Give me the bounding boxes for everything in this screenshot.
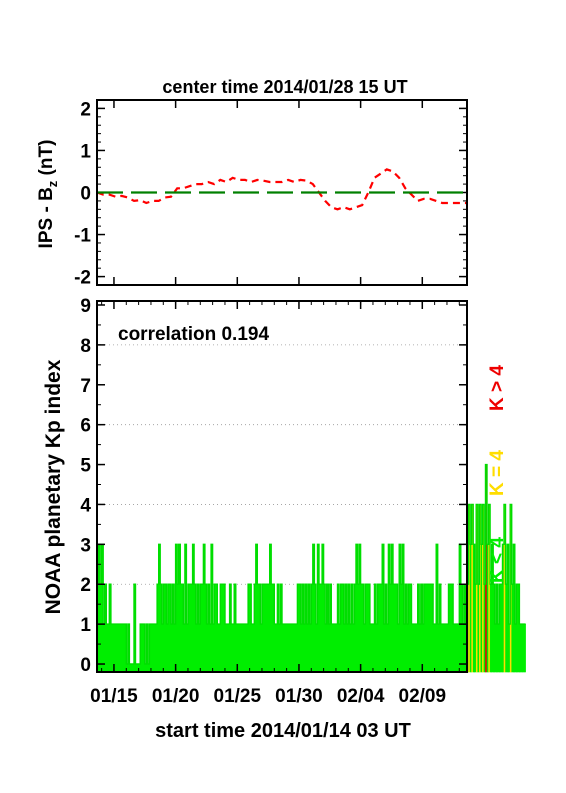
top-y-tick-label: -2 <box>74 268 91 289</box>
kp-y-tick-label: 8 <box>80 336 91 357</box>
ips-bz-series-line <box>96 168 467 211</box>
kp-x-tick-label: 01/30 <box>275 686 323 707</box>
kp-x-tick-label: 01/20 <box>152 686 200 707</box>
top-y-tick-label: 1 <box>80 141 91 162</box>
kp-y-tick-label: 7 <box>80 376 91 397</box>
kp-bar <box>523 623 526 673</box>
top-chart-title: center time 2014/01/28 15 UT <box>162 77 407 97</box>
bottom-plot-frame <box>96 300 468 673</box>
kp-y-tick-label: 9 <box>80 296 91 317</box>
top-y-tick-label: 2 <box>80 99 91 120</box>
kp-x-tick-label: 01/25 <box>214 686 262 707</box>
legend-k-less-4: K < 4 <box>487 537 508 583</box>
bottom-plot-area: 0 1 2 3 4 5 6 7 8 9 01/15 01/20 01/25 01/30 02/04 02/09 <box>80 296 526 707</box>
top-y-axis-label-main: IPS - B <box>36 187 57 248</box>
kp-y-tick-label: 2 <box>80 575 91 596</box>
top-y-tick-label: 0 <box>80 184 91 205</box>
kp-y-tick-label: 1 <box>80 615 91 636</box>
top-plot-area: -2 -1 0 1 2 <box>74 99 467 289</box>
legend-k-equal-4: K = 4 <box>487 450 508 496</box>
kp-y-tick-label: 0 <box>80 655 91 676</box>
top-plot-frame <box>96 99 468 286</box>
top-y-axis-label: IPS - Bz (nT) <box>36 140 60 249</box>
legend: K < 4 K = 4 K > 4 <box>487 365 508 583</box>
top-y-axis-label-unit: (nT) <box>36 140 57 181</box>
bottom-y-axis-label: NOAA planetary Kp index <box>42 359 65 614</box>
kp-y-tick-label: 3 <box>80 535 91 556</box>
top-y-axis-label-sub: z <box>45 180 60 187</box>
kp-y-tick-label: 4 <box>80 495 91 516</box>
kp-y-tick-label: 6 <box>80 416 91 437</box>
top-y-tick-label: -1 <box>74 226 91 247</box>
kp-x-tick-label: 01/15 <box>90 686 138 707</box>
legend-k-greater-4: K > 4 <box>487 365 508 411</box>
kp-step-outline <box>97 463 526 665</box>
kp-x-tick-label: 02/04 <box>337 686 385 707</box>
kp-y-tick-label: 5 <box>80 456 91 477</box>
correlation-annotation: correlation 0.194 <box>118 324 269 345</box>
kp-x-tick-label: 02/09 <box>399 686 447 707</box>
bottom-x-axis-label: start time 2014/01/14 03 UT <box>155 720 411 742</box>
